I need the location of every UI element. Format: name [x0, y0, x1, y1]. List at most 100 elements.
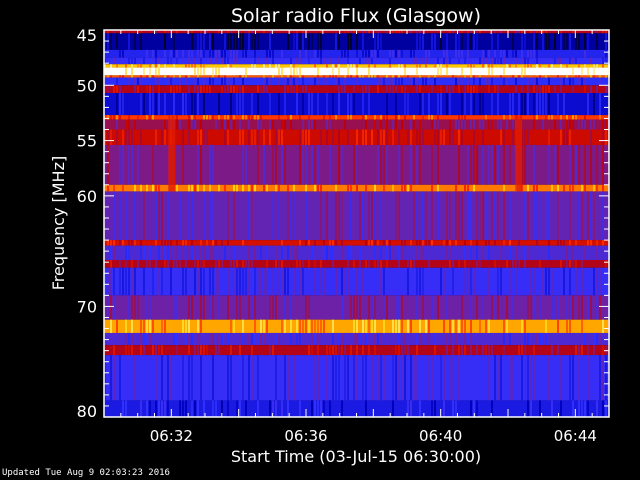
heatmap-cell	[140, 240, 142, 246]
heatmap-cell	[173, 259, 175, 268]
heatmap-cell	[578, 64, 580, 68]
heatmap-cell	[311, 400, 313, 417]
heatmap-cell	[197, 144, 199, 185]
heatmap-cell	[275, 129, 277, 145]
heatmap-cell	[599, 93, 601, 116]
heatmap-cell	[554, 144, 556, 185]
heatmap-cell	[353, 67, 355, 76]
heatmap-cell	[134, 85, 136, 94]
heatmap-cell	[329, 115, 331, 120]
heatmap-cell	[515, 245, 517, 260]
heatmap-cell	[509, 144, 511, 185]
heatmap-cell	[227, 64, 229, 68]
heatmap-cell	[314, 144, 316, 185]
heatmap-cell	[155, 240, 157, 246]
heatmap-cell	[434, 33, 436, 50]
heatmap-cell	[188, 295, 190, 320]
heatmap-cell	[248, 267, 250, 296]
heatmap-cell	[410, 129, 412, 145]
heatmap-cell	[524, 93, 526, 116]
heatmap-cell	[254, 129, 256, 145]
heatmap-cell	[377, 75, 379, 78]
heatmap-cell	[512, 295, 514, 320]
heatmap-cell	[269, 77, 271, 86]
heatmap-cell	[149, 64, 151, 68]
heatmap-cell	[512, 259, 514, 268]
heatmap-cell	[404, 184, 406, 192]
heatmap-cell	[344, 119, 346, 130]
heatmap-cell	[203, 129, 205, 145]
heatmap-cell	[596, 64, 598, 68]
heatmap-cell	[461, 295, 463, 320]
heatmap-cell	[317, 33, 319, 50]
heatmap-cell	[308, 57, 310, 65]
heatmap-cell	[302, 319, 304, 333]
heatmap-cell	[224, 57, 226, 65]
heatmap-cell	[212, 191, 214, 241]
heatmap-cell	[599, 77, 601, 86]
heatmap-cell	[533, 295, 535, 320]
heatmap-cell	[203, 245, 205, 260]
heatmap-cell	[515, 85, 517, 94]
heatmap-cell	[377, 129, 379, 145]
heatmap-cell	[470, 30, 472, 34]
heatmap-cell	[188, 355, 190, 401]
heatmap-cell	[179, 85, 181, 94]
heatmap-cell	[251, 332, 253, 346]
heatmap-cell	[284, 85, 286, 94]
heatmap-cell	[362, 49, 364, 58]
heatmap-cell	[461, 129, 463, 145]
heatmap-cell	[308, 129, 310, 145]
heatmap-cell	[251, 184, 253, 192]
heatmap-cell	[242, 240, 244, 246]
heatmap-cell	[398, 295, 400, 320]
heatmap-cell	[548, 144, 550, 185]
heatmap-cell	[299, 240, 301, 246]
heatmap-cell	[497, 355, 499, 401]
heatmap-cell	[521, 57, 523, 65]
heatmap-cell	[410, 119, 412, 130]
heatmap-cell	[527, 184, 529, 192]
heatmap-cell	[350, 33, 352, 50]
heatmap-cell	[491, 345, 493, 356]
burst-column	[515, 115, 523, 192]
heatmap-cell	[578, 75, 580, 78]
heatmap-cell	[338, 33, 340, 50]
heatmap-cell	[230, 93, 232, 116]
heatmap-cell	[173, 295, 175, 320]
heatmap-cell	[560, 85, 562, 94]
heatmap-cell	[254, 64, 256, 68]
heatmap-cell	[200, 355, 202, 401]
heatmap-cell	[128, 332, 130, 346]
heatmap-cell	[560, 115, 562, 120]
heatmap-cell	[110, 115, 112, 120]
heatmap-cell	[245, 30, 247, 34]
heatmap-cell	[314, 355, 316, 401]
heatmap-cell	[239, 33, 241, 50]
chart-title: Solar radio Flux (Glasgow)	[231, 5, 481, 27]
heatmap-cell	[287, 184, 289, 192]
heatmap-cell	[338, 64, 340, 68]
heatmap-cell	[494, 30, 496, 34]
heatmap-cell	[107, 184, 109, 192]
heatmap-cell	[152, 93, 154, 116]
heatmap-cell	[398, 67, 400, 76]
heatmap-cell	[416, 245, 418, 260]
heatmap-cell	[476, 245, 478, 260]
heatmap-cell	[455, 119, 457, 130]
heatmap-cell	[395, 115, 397, 120]
heatmap-cell	[470, 319, 472, 333]
heatmap-cell	[473, 85, 475, 94]
heatmap-cell	[482, 64, 484, 68]
heatmap-cell	[524, 144, 526, 185]
heatmap-cell	[116, 77, 118, 86]
heatmap-cell	[122, 240, 124, 246]
heatmap-cell	[413, 259, 415, 268]
heatmap-cell	[263, 85, 265, 94]
heatmap-band	[104, 57, 609, 65]
heatmap-cell	[434, 119, 436, 130]
heatmap-cell	[521, 30, 523, 34]
heatmap-cell	[365, 240, 367, 246]
heatmap-cell	[161, 267, 163, 296]
heatmap-cell	[584, 77, 586, 86]
